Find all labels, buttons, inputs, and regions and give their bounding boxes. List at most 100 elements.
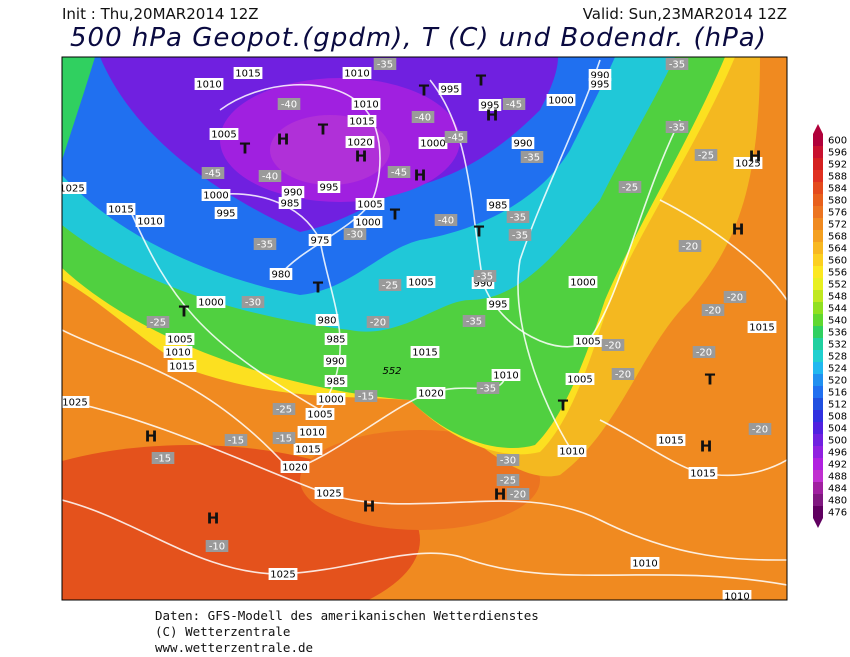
- pressure-label: 1010: [353, 100, 378, 111]
- pressure-label-box: [165, 333, 195, 345]
- pressure-label-box: [355, 198, 385, 210]
- pressure-label: 1010: [724, 592, 749, 603]
- colorbar-swatch: [813, 134, 823, 146]
- pressure-label: 1005: [167, 335, 192, 346]
- colorbar-swatch: [813, 398, 823, 410]
- pressure-label: 980: [271, 270, 290, 281]
- pressure-label-box: [106, 203, 136, 215]
- colorbar-label: 512: [828, 400, 847, 411]
- temperature-label-box: [373, 58, 397, 70]
- colorbar-swatch: [813, 410, 823, 422]
- pressure-label-box: [316, 393, 346, 405]
- pressure-center: T: [318, 121, 329, 139]
- temperature-label-box: [723, 291, 747, 303]
- temperature-label-box: [665, 58, 689, 70]
- pressure-center: H: [700, 438, 713, 456]
- temperature-label: -40: [415, 113, 431, 124]
- temperature-label-box: [506, 488, 530, 500]
- colorbar-swatch: [813, 374, 823, 386]
- colorbar-swatch: [813, 206, 823, 218]
- colorbar-label: 544: [828, 304, 847, 315]
- pressure-label-box: [305, 408, 335, 420]
- pressure-label-box: [314, 487, 344, 499]
- colorbar-swatch: [813, 194, 823, 206]
- pressure-label-box: [511, 137, 535, 149]
- colorbar-swatch: [813, 458, 823, 470]
- pressure-label-box: [546, 94, 576, 106]
- pressure-label-box: [324, 333, 348, 345]
- colorbar-label: 508: [828, 412, 847, 423]
- pressure-label: 985: [326, 335, 345, 346]
- temperature-label-box: [601, 339, 625, 351]
- colorbar-swatch: [813, 326, 823, 338]
- pressure-label-box: [438, 83, 462, 95]
- pressure-label-box: [722, 590, 752, 600]
- pressure-label: 995: [319, 183, 338, 194]
- pressure-center: T: [476, 72, 487, 90]
- pressure-center: H: [732, 221, 745, 239]
- temperature-label: -40: [438, 216, 454, 227]
- colorbar-swatch: [813, 290, 823, 302]
- temperature-label-box: [508, 229, 532, 241]
- colorbar-label: 504: [828, 424, 847, 435]
- pressure-label: 1010: [344, 69, 369, 80]
- pressure-label: 1025: [59, 184, 84, 195]
- pressure-label-box: [656, 434, 686, 446]
- temperature-label: -35: [512, 231, 528, 242]
- temperature-label: -20: [510, 490, 526, 501]
- pressure-label: 1005: [575, 337, 600, 348]
- pressure-label-box: [486, 298, 510, 310]
- pressure-label: 1025: [316, 489, 341, 500]
- pressure-label: 995: [440, 85, 459, 96]
- temperature-label-box: [205, 540, 229, 552]
- colorbar-swatch: [813, 422, 823, 434]
- colorbar-label: 480: [828, 496, 847, 507]
- pressure-label: 1010: [137, 217, 162, 228]
- temperature-label-box: [618, 181, 642, 193]
- temperature-label: -10: [209, 542, 225, 553]
- colorbar-label: 524: [828, 364, 847, 375]
- temperature-label: -20: [705, 306, 721, 317]
- pressure-label: 1015: [690, 469, 715, 480]
- temperature-label: -25: [622, 183, 638, 194]
- pressure-label-box: [281, 186, 305, 198]
- pressure-label-box: [347, 115, 377, 127]
- pressure-label-box: [345, 136, 375, 148]
- colorbar-swatch: [813, 470, 823, 482]
- pressure-label: 1005: [408, 278, 433, 289]
- temperature-label-box: [201, 167, 225, 179]
- colorbar-label: 552: [828, 280, 847, 291]
- pressure-center: H: [486, 107, 499, 125]
- colorbar-label: 536: [828, 328, 847, 339]
- temperature-label-box: [272, 432, 296, 444]
- temperature-label: -35: [257, 240, 273, 251]
- pressure-label: 995: [488, 300, 507, 311]
- pressure-center: T: [474, 223, 485, 241]
- pressure-label-box: [416, 387, 446, 399]
- temperature-label-box: [387, 166, 411, 178]
- pressure-label-box: [630, 557, 660, 569]
- colorbar-swatch: [813, 302, 823, 314]
- purple-area: [270, 115, 390, 185]
- valid-text: Valid: Sun,23MAR2014 12Z: [583, 5, 787, 23]
- pressure-label-box: [478, 99, 502, 111]
- temperature-label: -35: [510, 213, 526, 224]
- pressure-label: 985: [488, 201, 507, 212]
- temperature-label: -40: [281, 100, 297, 111]
- pressure-label-box: [269, 268, 293, 280]
- temperature-label-box: [151, 452, 175, 464]
- pressure-center: H: [494, 486, 507, 504]
- colorbar-swatch: [813, 146, 823, 158]
- temperature-label: -45: [391, 168, 407, 179]
- pressure-label: 990: [325, 357, 344, 368]
- temperature-label-box: [473, 270, 497, 282]
- pressure-label: 1025: [735, 159, 760, 170]
- colorbar-label: 500: [828, 436, 847, 447]
- pressure-center: H: [363, 498, 376, 516]
- colorbar-label: 596: [828, 148, 847, 159]
- pressure-label-box: [353, 216, 383, 228]
- pressure-label: 1020: [418, 389, 443, 400]
